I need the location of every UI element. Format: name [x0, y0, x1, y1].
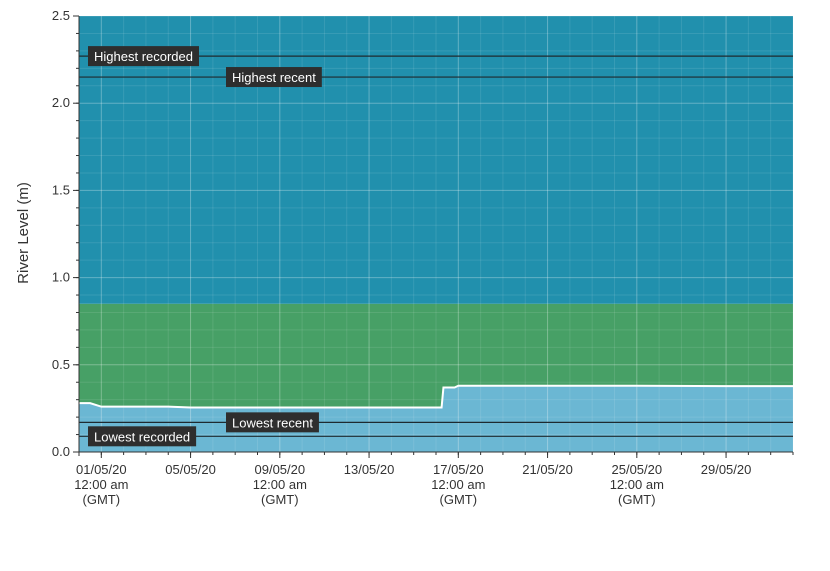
y-axis-title: River Level (m) — [15, 182, 32, 284]
reference-label-text: Lowest recorded — [94, 429, 190, 444]
reference-label-text: Lowest recent — [232, 415, 313, 430]
reference-label-box — [88, 426, 197, 447]
x-tick-label: 05/05/20 — [165, 462, 216, 477]
x-tick-label: 29/05/20 — [701, 462, 752, 477]
x-tick-label: (GMT) — [261, 492, 299, 507]
x-tick-label: 12:00 am — [253, 477, 307, 492]
y-tick-label: 2.0 — [52, 95, 70, 110]
reference-label: Lowest recent — [226, 412, 319, 433]
x-tick-label: 12:00 am — [431, 477, 485, 492]
x-tick-label: 12:00 am — [610, 477, 664, 492]
reference-label-box — [226, 412, 319, 433]
reference-label-text: Highest recorded — [94, 49, 193, 64]
x-tick-label: 09/05/20 — [255, 462, 306, 477]
x-tick-label: 12:00 am — [74, 477, 128, 492]
y-tick-label: 0.5 — [52, 357, 70, 372]
reference-label: Highest recorded — [88, 46, 199, 67]
reference-label: Lowest recorded — [88, 426, 197, 447]
series-line — [79, 384, 793, 409]
reference-label: Highest recent — [226, 67, 322, 88]
x-tick-label: 17/05/20 — [433, 462, 484, 477]
x-tick-label: (GMT) — [618, 492, 656, 507]
reference-label-box — [88, 46, 199, 67]
y-tick-label: 2.5 — [52, 8, 70, 23]
x-tick-label: (GMT) — [440, 492, 478, 507]
reference-label-box — [226, 67, 322, 88]
y-tick-label: 1.5 — [52, 182, 70, 197]
x-tick-label: 01/05/20 — [76, 462, 127, 477]
x-tick-label: (GMT) — [83, 492, 121, 507]
x-tick-label: 13/05/20 — [344, 462, 395, 477]
x-tick-label: 21/05/20 — [522, 462, 573, 477]
y-tick-label: 0.0 — [52, 444, 70, 459]
x-tick-label: 25/05/20 — [612, 462, 663, 477]
reference-label-text: Highest recent — [232, 70, 316, 85]
y-tick-label: 1.0 — [52, 270, 70, 285]
series-area — [79, 385, 793, 452]
